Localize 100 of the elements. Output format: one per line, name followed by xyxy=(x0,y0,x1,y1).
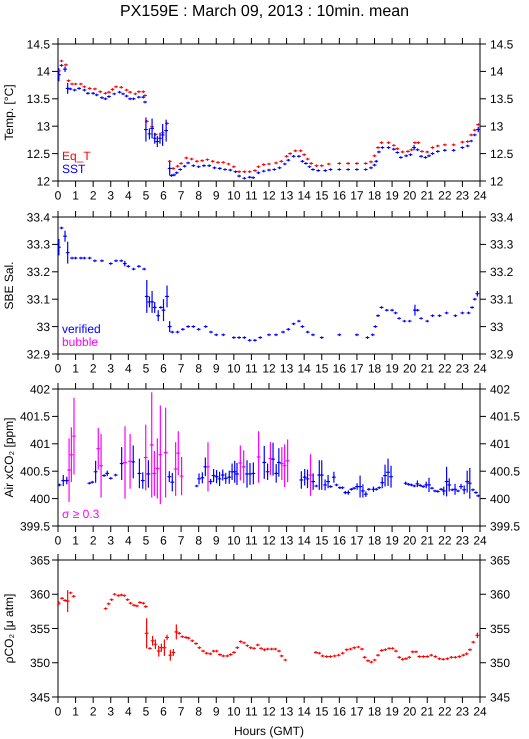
x-tick-label: 7 xyxy=(178,362,185,376)
y2-tick-label: 345 xyxy=(490,690,510,704)
x-tick-label: 1 xyxy=(72,704,80,719)
x-tick-label: 13 xyxy=(280,188,294,203)
y2-tick-label: 400.5 xyxy=(490,464,520,478)
x-tick-label: 0 xyxy=(54,704,62,719)
y2-tick-label: 13.5 xyxy=(490,92,514,106)
x-tick-label: 20 xyxy=(402,534,417,548)
x-tick-label: 1 xyxy=(72,362,80,376)
x-tick-label: 14 xyxy=(297,188,312,203)
chart-title: PX159E : March 09, 2013 : 10min. mean xyxy=(120,3,410,20)
x-tick-label: 24 xyxy=(473,362,487,376)
x-tick-label: 22 xyxy=(438,362,452,376)
y2-tick-label: 401 xyxy=(490,437,510,452)
x-tick-label: 12 xyxy=(262,704,276,719)
x-tick-label: 11 xyxy=(245,362,258,376)
x-tick-label: 19 xyxy=(385,534,400,548)
x-tick-label: 12 xyxy=(262,534,276,548)
y2-tick-label: 33 xyxy=(490,320,504,334)
x-tick-label: 22 xyxy=(438,534,452,548)
x-tick-label: 6 xyxy=(160,188,168,203)
y2-tick-label: 14.5 xyxy=(490,37,514,52)
x-tick-label: 10 xyxy=(227,362,241,376)
x-tick-label: 19 xyxy=(385,188,400,203)
x-tick-label: 16 xyxy=(332,704,346,719)
x-tick-label: 12 xyxy=(262,188,276,203)
y2-tick-label: 360 xyxy=(490,588,510,602)
text: σ ≥ 0.3 xyxy=(62,507,100,521)
x-tick-label: 18 xyxy=(368,534,382,548)
x-tick-label: 23 xyxy=(456,362,470,376)
text: SST xyxy=(62,162,86,176)
point xyxy=(143,456,148,460)
y2-tick-label: 402 xyxy=(490,382,510,396)
x-tick-label: 2 xyxy=(90,362,97,376)
x-tick-label: 5 xyxy=(142,188,150,203)
x-tick-label: 9 xyxy=(212,362,220,376)
x-tick-label: 6 xyxy=(160,534,168,548)
y-tick-label: 33.3 xyxy=(26,238,50,252)
x-tick-label: 20 xyxy=(402,362,417,376)
y-tick-label: 350 xyxy=(30,656,50,670)
x-tick-label: 1 xyxy=(72,188,80,203)
x-tick-label: 7 xyxy=(178,534,185,548)
y-tick-label: 365 xyxy=(30,553,50,568)
y-tick-label: 400 xyxy=(30,492,50,506)
x-tick-label: 11 xyxy=(245,534,258,548)
x-tick-label: 11 xyxy=(245,704,258,719)
y-tick-label: 402 xyxy=(30,382,50,396)
x-tick-label: 16 xyxy=(332,534,346,548)
x-tick-label: 0 xyxy=(54,534,62,548)
y-tick-label: 33.4 xyxy=(26,210,50,224)
x-tick-label: 13 xyxy=(280,704,294,719)
x-tick-label: 21 xyxy=(420,362,434,376)
y2-tick-label: 365 xyxy=(490,553,510,568)
x-tick-label: 16 xyxy=(332,188,346,203)
x-tick-label: 9 xyxy=(212,704,220,719)
y2-tick-label: 400 xyxy=(490,492,510,506)
y-tick-label: 14.5 xyxy=(26,37,50,52)
x-tick-label: 15 xyxy=(315,362,329,376)
y2-tick-label: 33.3 xyxy=(490,238,514,252)
legend-label: bubble xyxy=(62,335,98,349)
x-tick-label: 4 xyxy=(124,704,132,719)
x-tick-label: 14 xyxy=(297,534,312,548)
x-tick-label: 9 xyxy=(212,188,220,203)
x-tick-label: 16 xyxy=(332,362,346,376)
x-tick-label: 8 xyxy=(195,534,202,548)
x-tick-label: 14 xyxy=(297,362,312,376)
y-axis-title: Temp. [°C] xyxy=(2,84,16,141)
x-tick-label: 7 xyxy=(178,188,185,203)
x-tick-label: 15 xyxy=(315,534,329,548)
x-tick-label: 1 xyxy=(72,534,80,548)
x-tick-label: 8 xyxy=(195,362,202,376)
x-tick-label: 17 xyxy=(350,188,364,203)
x-tick-label: 2 xyxy=(90,534,97,548)
x-tick-label: 7 xyxy=(178,704,185,719)
x-tick-label: 13 xyxy=(280,362,294,376)
x-tick-label: 8 xyxy=(195,188,202,203)
x-tick-label: 4 xyxy=(124,362,132,376)
x-tick-label: 13 xyxy=(280,534,294,548)
x-tick-label: 18 xyxy=(368,188,382,203)
x-tick-label: 17 xyxy=(350,362,364,376)
y-tick-label: 355 xyxy=(30,622,50,636)
x-tick-label: 17 xyxy=(350,534,364,548)
x-tick-label: 10 xyxy=(227,188,241,203)
x-tick-label: 2 xyxy=(90,704,97,719)
x-tick-label: 21 xyxy=(420,188,434,203)
y-tick-label: 13.5 xyxy=(26,92,50,106)
y-axis-title: SBE Sal. xyxy=(2,261,16,310)
y-tick-label: 33.1 xyxy=(26,292,50,306)
x-tick-label: 10 xyxy=(227,704,241,719)
x-tick-label: 2 xyxy=(90,188,97,203)
y-tick-label: 33 xyxy=(36,320,50,334)
x-tick-label: 5 xyxy=(142,704,150,719)
y-tick-label: 401 xyxy=(30,437,50,452)
y-tick-label: 345 xyxy=(30,690,50,704)
x-tick-label: 5 xyxy=(142,534,150,548)
x-tick-label: 11 xyxy=(245,188,258,203)
x-tick-label: 20 xyxy=(402,704,417,719)
x-tick-label: 19 xyxy=(385,704,400,719)
x-axis-title: Hours (GMT) xyxy=(234,724,304,738)
x-tick-label: 21 xyxy=(420,704,434,719)
